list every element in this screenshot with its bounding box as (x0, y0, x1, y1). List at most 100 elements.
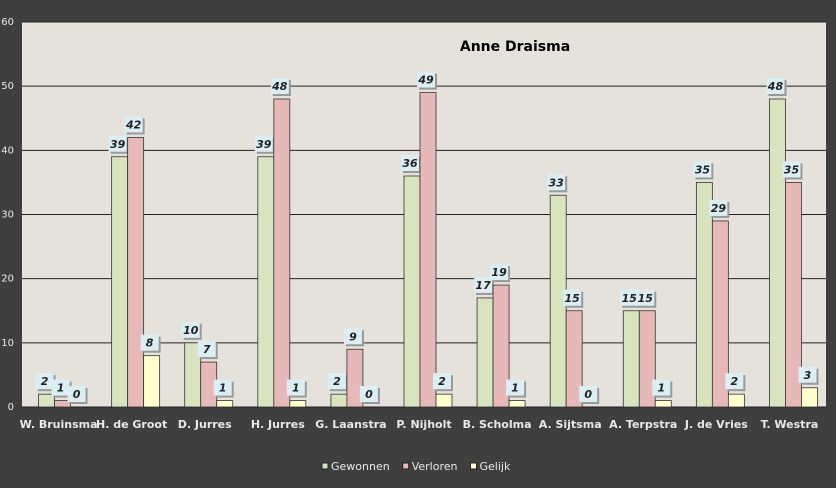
x-tick-label: W. Bruinsma (20, 418, 98, 431)
bar (257, 156, 275, 408)
bar (143, 355, 161, 408)
data-label-box (124, 116, 143, 133)
data-label: 35 (784, 163, 800, 176)
data-label-box (181, 321, 200, 338)
data-label: 9 (349, 330, 357, 343)
bar (711, 220, 729, 408)
bar (622, 310, 640, 408)
data-label-box (693, 161, 712, 178)
y-tick-label: 50 (1, 81, 14, 92)
bar (403, 175, 421, 408)
data-label: 2 (731, 375, 739, 388)
bar (216, 400, 234, 408)
data-label-box (51, 379, 70, 396)
data-label: 39 (110, 138, 126, 151)
bar (346, 348, 364, 408)
data-label: 36 (402, 157, 418, 170)
data-label-box (401, 155, 419, 171)
legend-label: Gelijk (479, 460, 510, 473)
data-label: 1 (219, 382, 227, 395)
data-label-box (213, 379, 232, 396)
data-label-box (286, 379, 305, 396)
data-label: 3 (804, 369, 812, 382)
data-label: 48 (767, 80, 784, 93)
data-label-box (798, 366, 817, 383)
data-label-box (725, 373, 744, 390)
data-label: 35 (695, 163, 711, 176)
data-label: 2 (438, 375, 446, 388)
x-tick-label: P. Nijholt (396, 418, 451, 431)
bar (565, 310, 583, 408)
data-label: 8 (146, 337, 154, 350)
data-label-box (506, 379, 525, 396)
data-label: 15 (622, 292, 638, 305)
data-label-box (254, 135, 273, 152)
data-label-box (417, 71, 435, 88)
bar (273, 98, 291, 408)
data-label: 7 (203, 343, 211, 356)
data-label-box (327, 373, 346, 390)
y-tick-label: 60 (1, 17, 14, 28)
legend-swatch (402, 462, 410, 470)
x-tick-label: A. Terpstra (609, 418, 677, 431)
data-label-box (547, 174, 566, 191)
y-tick-label: 40 (1, 145, 14, 156)
x-tick-label: D. Jurres (178, 418, 232, 431)
data-label-box (433, 373, 451, 390)
data-label: 42 (125, 119, 142, 132)
bar (419, 92, 437, 408)
chart-title: Anne Draisma (460, 39, 570, 55)
data-label: 10 (183, 324, 199, 337)
data-label-box (108, 135, 127, 152)
legend-label: Gewonnen (331, 460, 390, 473)
data-label-box (620, 289, 639, 306)
bar (769, 98, 786, 408)
data-label-box (270, 78, 289, 94)
bar (654, 400, 672, 408)
data-label: 0 (584, 388, 592, 401)
x-tick-label: G. Laanstra (315, 418, 386, 431)
data-label-box (490, 264, 509, 281)
legend-label: Verloren (412, 460, 458, 473)
data-label: 1 (292, 382, 300, 395)
bar (476, 297, 494, 408)
bar (435, 393, 453, 408)
data-label: 2 (41, 375, 49, 388)
data-label: 39 (256, 138, 272, 151)
y-tick-label: 20 (1, 274, 14, 285)
bar (330, 393, 348, 408)
bar (38, 393, 55, 408)
bar (727, 393, 745, 408)
bar (111, 156, 129, 408)
data-label-box (197, 341, 216, 358)
data-label: 2 (333, 375, 341, 388)
x-tick-label: J. de Vries (684, 418, 748, 431)
data-label-box (636, 289, 655, 306)
data-label-box (766, 78, 785, 94)
legend-swatch (321, 462, 329, 470)
data-label-box (563, 289, 582, 306)
bar (695, 182, 713, 408)
data-label-box (709, 199, 728, 216)
x-tick-label: H. de Groot (96, 418, 167, 431)
data-label: 17 (475, 279, 491, 292)
x-tick-label: B. Scholma (463, 418, 532, 431)
data-label: 15 (565, 292, 581, 305)
data-label: 1 (57, 382, 65, 395)
data-label-box (782, 161, 801, 178)
data-label-box (35, 373, 54, 390)
data-label-box (67, 386, 86, 402)
bar (785, 182, 802, 408)
x-tick-label: T. Westra (761, 418, 819, 431)
data-label: 1 (511, 382, 519, 395)
data-label: 33 (549, 176, 565, 189)
bar (289, 400, 307, 408)
legend-swatch (469, 462, 477, 470)
data-label-box (343, 328, 362, 345)
bar (127, 137, 145, 408)
data-label: 15 (638, 292, 654, 305)
data-label-box (359, 386, 378, 402)
bar (508, 400, 526, 408)
x-tick-label: A. Sijtsma (539, 418, 602, 431)
